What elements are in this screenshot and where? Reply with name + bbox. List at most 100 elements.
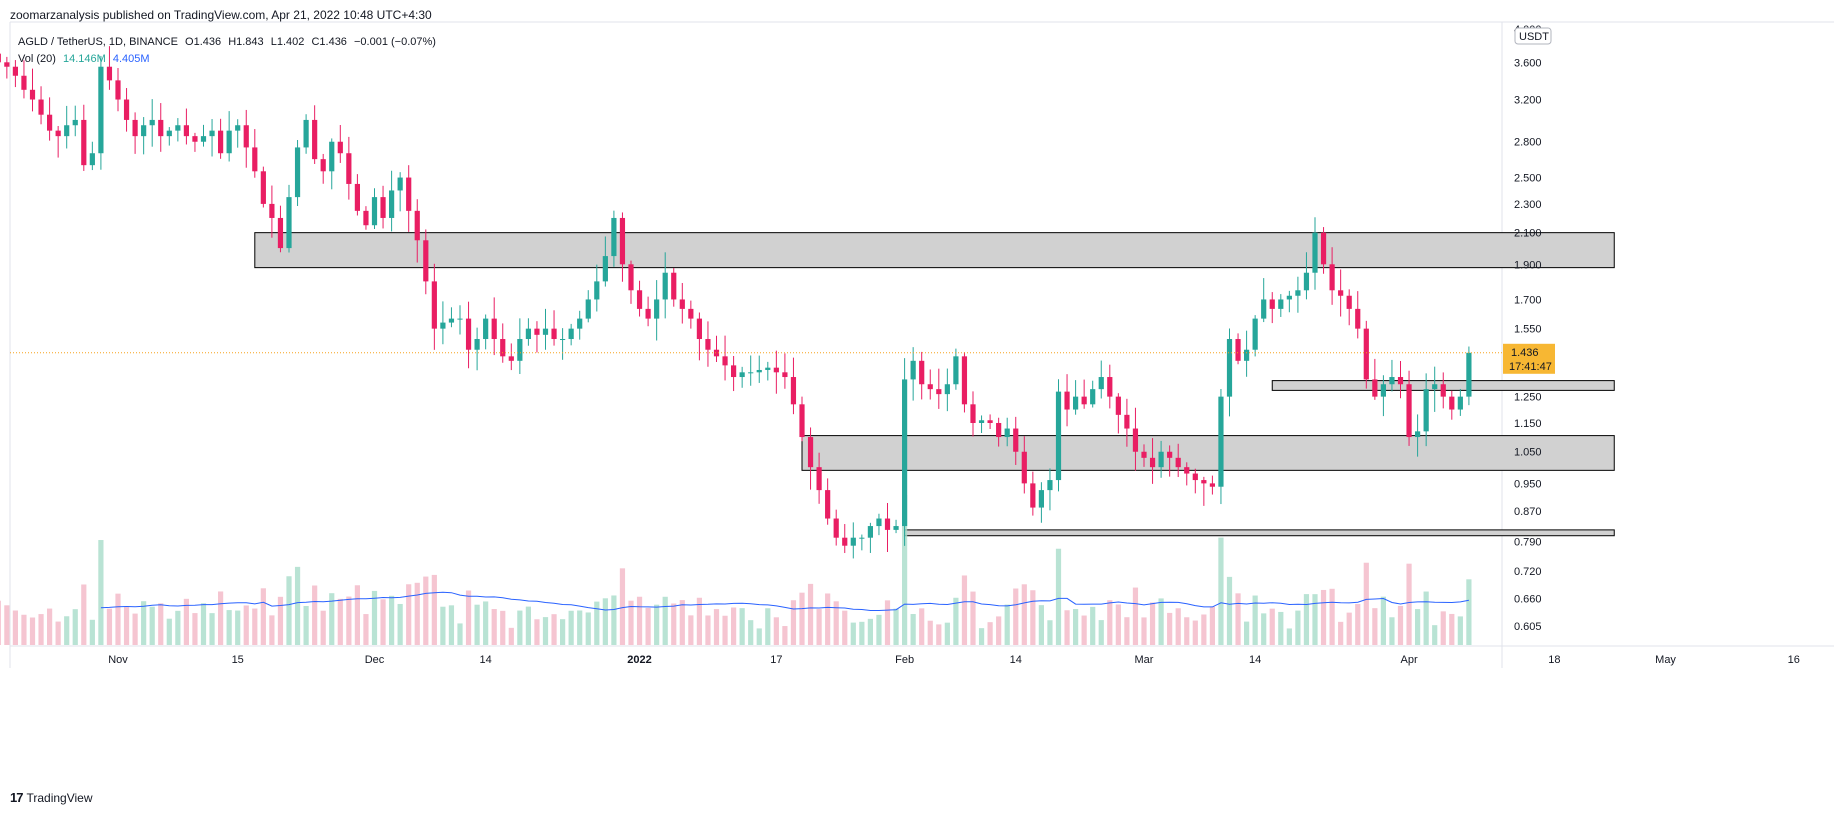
volume-bar (1013, 588, 1019, 645)
candle (1397, 360, 1404, 399)
volume-bar (1021, 584, 1027, 645)
candle (64, 105, 70, 149)
candle-body (38, 99, 44, 115)
candle (910, 347, 916, 401)
volume-bar (1440, 611, 1446, 645)
candle (1406, 370, 1412, 446)
volume-bar (884, 600, 891, 645)
candle (859, 534, 865, 551)
candle (1055, 379, 1062, 492)
volume-bar (269, 615, 275, 645)
volume-label[interactable]: Vol (20) (18, 53, 56, 65)
candle-body (611, 217, 617, 257)
candle-body (132, 119, 138, 137)
candle (799, 396, 805, 442)
candle (987, 414, 993, 429)
candle (807, 427, 814, 490)
candle (209, 119, 215, 157)
candle (500, 323, 506, 363)
candle (585, 290, 591, 323)
candle (1269, 292, 1275, 324)
candle (1380, 375, 1386, 417)
volume-bar (29, 617, 36, 645)
candle-body (662, 272, 668, 300)
volume-bar (1320, 589, 1327, 645)
price-tick-label: 0.660 (1514, 593, 1542, 605)
volume-bar (970, 591, 976, 645)
volume-bar (1355, 603, 1361, 645)
candle-body (115, 80, 121, 100)
candle-body (72, 119, 78, 126)
symbol-label[interactable]: AGLD / TetherUS, 1D, BINANCE (18, 36, 178, 48)
volume-bar (1423, 591, 1429, 645)
candle-body (1021, 451, 1027, 484)
candle-body (465, 318, 472, 350)
candle-body (1235, 339, 1241, 361)
candle-body (491, 318, 497, 340)
candle (1141, 444, 1147, 467)
volume-bar (346, 596, 352, 645)
candle (867, 522, 873, 553)
volume-bar (132, 613, 138, 645)
candle (688, 300, 694, 329)
volume-bar (731, 607, 737, 645)
price-tick-label: 1.900 (1514, 259, 1542, 271)
candle (1415, 414, 1421, 457)
volume-bar (1457, 616, 1463, 645)
candle (1149, 438, 1156, 484)
volume-bar (688, 615, 694, 645)
volume-bar (517, 610, 523, 645)
candle (978, 415, 985, 433)
volume-bar (0, 600, 1, 645)
candle-body (1449, 396, 1455, 410)
candle-body (226, 130, 232, 154)
time-tick-label: 14 (480, 654, 492, 666)
time-tick-label: Feb (895, 654, 914, 666)
candle (98, 55, 104, 170)
candle-body (158, 119, 164, 137)
candle (722, 335, 728, 381)
ohlc-high: H1.843 (228, 36, 264, 48)
candle-body (1295, 290, 1301, 296)
volume-bar (166, 618, 172, 645)
candle (1432, 366, 1438, 412)
candle-body (1055, 391, 1062, 481)
candle (893, 519, 899, 534)
candle-body (1107, 377, 1113, 397)
volume-bar (440, 606, 446, 645)
candle-body (790, 377, 797, 405)
candle-body (260, 171, 266, 204)
candle (329, 138, 335, 190)
candlesticks (0, 46, 1472, 559)
candle (825, 478, 831, 525)
volume-bar (474, 604, 480, 645)
volume-bar (987, 622, 993, 645)
candle (1107, 364, 1113, 409)
candle-body (893, 526, 899, 530)
candle-body (218, 130, 224, 154)
candle-body (303, 119, 309, 148)
candle-body (1030, 483, 1036, 508)
volume-bar (902, 495, 908, 645)
volume-bar (577, 610, 583, 645)
candle (1226, 328, 1233, 417)
candle-body (696, 318, 702, 340)
candle-body (636, 290, 643, 309)
candle-body (987, 420, 993, 423)
time-tick-label: May (1655, 654, 1676, 666)
volume-bar (423, 576, 429, 645)
tradingview-brand[interactable]: 17 TradingView (10, 790, 93, 805)
volume-bar (1055, 548, 1062, 645)
candle-body (619, 217, 626, 265)
candle (919, 351, 925, 400)
time-tick-label: 17 (770, 654, 782, 666)
candle-body (1158, 451, 1164, 468)
candle (850, 522, 856, 559)
last-price-badge (1503, 343, 1555, 374)
time-tick-label: 14 (1010, 654, 1022, 666)
volume-bar (1295, 610, 1301, 645)
volume-bar (961, 575, 968, 645)
candle (944, 368, 950, 412)
volume-bar (619, 568, 626, 645)
